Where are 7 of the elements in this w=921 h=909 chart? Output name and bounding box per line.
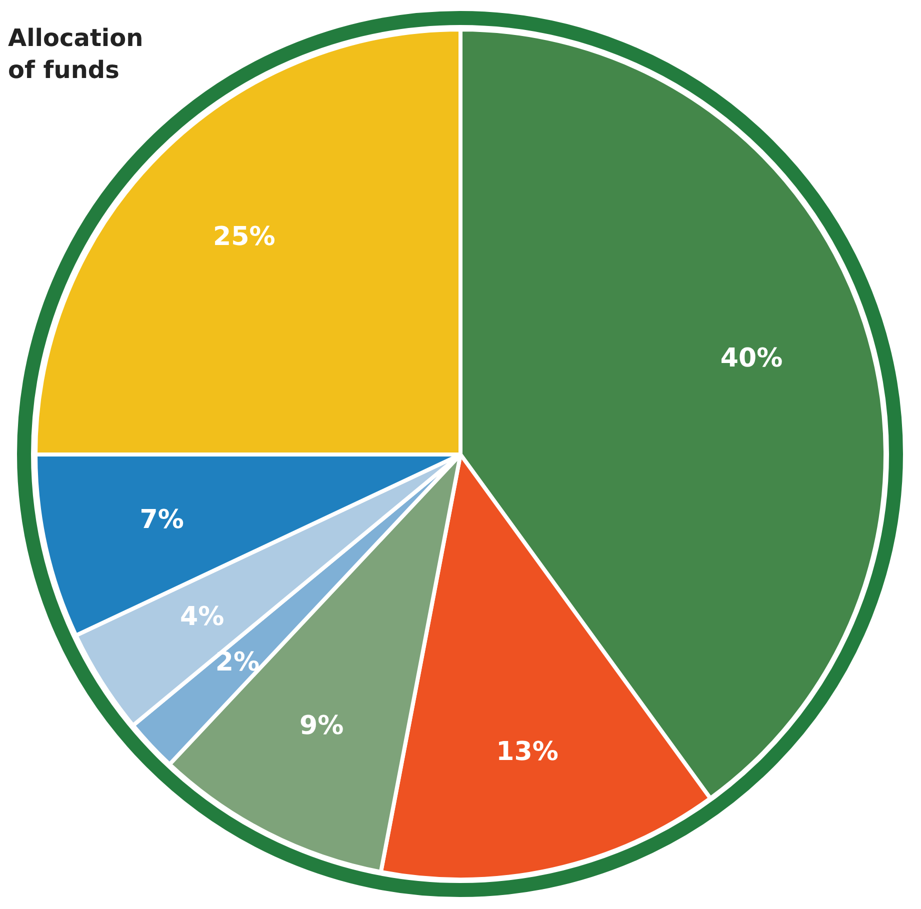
data-label: 7% (140, 505, 184, 535)
data-label: 4% (180, 602, 224, 632)
data-label: 9% (300, 710, 344, 741)
chart-title: Allocation of funds (8, 23, 144, 86)
data-label: 40% (720, 344, 783, 374)
data-label: 25% (213, 222, 276, 252)
data-label: 13% (496, 736, 558, 767)
